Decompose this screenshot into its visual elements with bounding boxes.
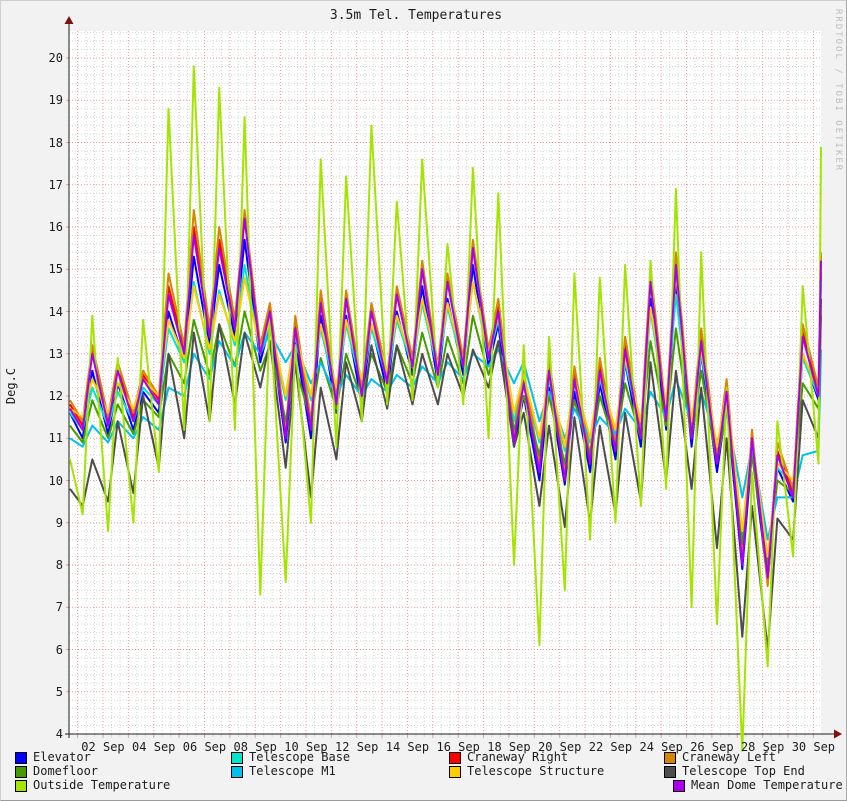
- series-line-domefloor: [69, 310, 822, 566]
- series-line-telescope-top-end: [69, 298, 822, 651]
- y-tick-label: 6: [55, 642, 63, 657]
- x-tick-label: 18 Sep: [487, 740, 531, 754]
- x-tick-label: 14 Sep: [385, 740, 430, 754]
- graph-title: 3.5m Tel. Temperatures: [329, 8, 503, 23]
- series-lines: [69, 65, 822, 752]
- x-tick-label: 10 Sep: [284, 740, 328, 754]
- x-tick-label: 08 Sep: [233, 740, 277, 754]
- rrdtool-watermark: RRDTOOL / TOBI OETIKER: [833, 9, 843, 173]
- x-tick-label: 02 Sep: [81, 740, 125, 754]
- x-tick-label: 26 Sep: [690, 740, 734, 754]
- x-tick-label: 22 Sep: [588, 740, 633, 754]
- y-tick-label: 20: [48, 51, 63, 65]
- x-tick-label: 30 Sep: [791, 740, 836, 754]
- series-line-craneway-left: [69, 209, 822, 588]
- series-line-outside-temperature: [69, 65, 822, 752]
- x-tick-label: 24 Sep: [639, 740, 683, 754]
- x-tick-label: 06 Sep: [182, 740, 227, 754]
- y-tick-label: 19: [48, 93, 63, 108]
- x-tick-label: 12 Sep: [335, 740, 379, 754]
- axis-arrow-icon: [834, 729, 842, 739]
- y-tick-label: 12: [48, 389, 63, 403]
- y-tick-label: 16: [48, 220, 63, 234]
- y-tick-label: 5: [55, 684, 63, 699]
- y-tick-label: 10: [48, 473, 63, 488]
- y-tick-label: 15: [48, 262, 63, 277]
- y-tick-label: 18: [48, 135, 63, 150]
- x-tick-label: 20 Sep: [537, 740, 582, 754]
- x-tick-label: 28 Sep: [740, 740, 785, 754]
- x-tick-label: 16 Sep: [436, 740, 480, 754]
- y-tick-label: 13: [48, 346, 63, 361]
- axes: [64, 16, 842, 739]
- y-tick-label: 11: [48, 431, 63, 446]
- y-tick-label: 8: [55, 558, 63, 572]
- y-tick-label: 17: [48, 177, 63, 192]
- y-tick-label: 9: [55, 515, 63, 530]
- x-tick-label: 04 Sep: [132, 740, 176, 754]
- major-gridlines: [66, 31, 821, 738]
- y-tick-label: 7: [55, 600, 63, 615]
- y-tick-label: 4: [55, 727, 63, 741]
- series-line-mean-dome-temperature: [69, 217, 822, 579]
- y-tick-label: 14: [48, 304, 63, 319]
- axis-arrow-icon: [64, 16, 74, 24]
